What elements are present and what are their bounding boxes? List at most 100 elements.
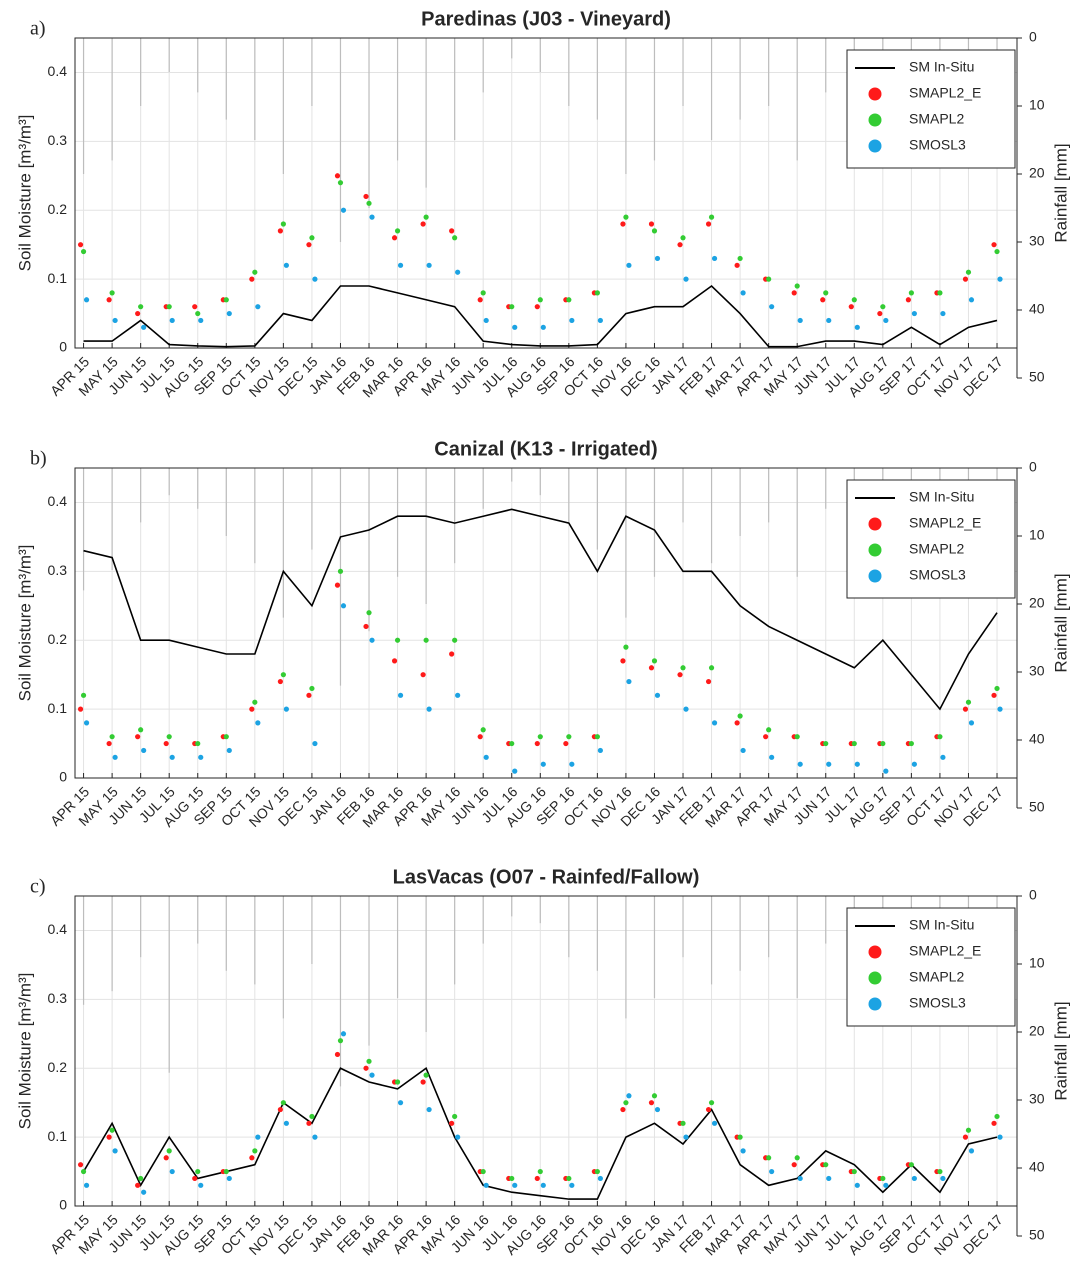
y-tick-label: 0.3 [48, 562, 68, 578]
sm-point [683, 1134, 689, 1140]
sm-point [252, 1148, 258, 1154]
y-axis-label: Soil Moisture [m³/m³] [15, 115, 34, 272]
sm-point [594, 734, 600, 740]
sm-point [766, 1155, 772, 1161]
legend-swatch [868, 569, 882, 583]
sm-point [109, 734, 115, 740]
sm-point [169, 317, 175, 324]
sm-point [280, 1100, 286, 1106]
sm-point [937, 1168, 943, 1175]
sm-point [195, 1168, 201, 1175]
sm-point [141, 1189, 147, 1195]
sm-point [363, 1065, 369, 1071]
sm-point [997, 276, 1003, 282]
sm-point [83, 297, 90, 303]
sm-point [908, 1162, 914, 1168]
sm-point [477, 297, 483, 303]
sm-point [794, 734, 800, 740]
sm-point [449, 228, 455, 234]
sm-point [711, 720, 718, 726]
sm-point [309, 235, 315, 241]
sm-point [740, 290, 746, 296]
sm-point [766, 276, 772, 282]
sm-point [309, 1113, 315, 1120]
sm-point [77, 1162, 84, 1168]
sm-point [880, 304, 886, 310]
sm-point [826, 1175, 832, 1182]
sm-point [483, 317, 489, 324]
sm-point [512, 324, 518, 330]
sm-point [452, 637, 458, 643]
sm-point [626, 678, 632, 685]
sm-point [483, 754, 489, 760]
sm-point [283, 706, 289, 712]
legend-swatch [868, 139, 882, 153]
sm-point [708, 214, 715, 220]
sm-point [252, 699, 258, 705]
y2-tick-label: 10 [1029, 97, 1045, 113]
sm-point [705, 221, 712, 227]
sm-point [397, 692, 404, 698]
sm-point [848, 304, 854, 310]
sm-point [337, 180, 344, 186]
y-tick-label: 0.3 [48, 990, 68, 1006]
sm-point [769, 1168, 775, 1175]
sm-point [763, 734, 769, 740]
sm-point [226, 310, 232, 317]
sm-point [112, 754, 118, 760]
sm-point [540, 761, 546, 767]
sm-point [112, 317, 118, 324]
chart-title: Canizal (K13 - Irrigated) [434, 438, 657, 460]
sm-point [680, 665, 686, 671]
sm-point [334, 173, 341, 179]
sm-point [169, 754, 175, 760]
legend-label: SM In-Situ [909, 917, 974, 933]
sm-point [965, 699, 972, 705]
y-axis-label: Soil Moisture [m³/m³] [15, 545, 34, 702]
y-tick-label: 0.1 [48, 700, 68, 716]
sm-point [283, 1120, 289, 1126]
sm-point [477, 734, 483, 740]
sm-point [880, 1175, 886, 1182]
sm-point [312, 276, 318, 282]
sm-point [937, 290, 943, 296]
sm-point [226, 747, 232, 754]
y2-tick-label: 40 [1029, 1159, 1045, 1175]
sm-point [195, 740, 201, 747]
sm-point [198, 1182, 204, 1188]
sm-point [654, 255, 661, 262]
sm-point [534, 304, 540, 310]
sm-line [83, 508, 998, 711]
y2-tick-label: 30 [1029, 233, 1045, 249]
sm-point [249, 1155, 255, 1161]
sm-point [138, 727, 144, 733]
y-tick-label: 0.4 [48, 493, 68, 509]
sm-point [734, 720, 740, 726]
sm-point [163, 1155, 169, 1161]
sm-point [620, 658, 626, 664]
sm-point [280, 672, 286, 678]
sm-point [394, 228, 401, 234]
sm-point [740, 747, 746, 754]
sm-point [135, 734, 141, 740]
sm-point [192, 304, 198, 310]
sm-point [823, 290, 829, 296]
sm-point [277, 678, 283, 685]
legend-swatch [868, 517, 882, 531]
sm-point [423, 214, 429, 220]
sm-point [626, 262, 632, 268]
sm-point [711, 255, 718, 262]
sm-point [797, 761, 803, 767]
sm-point [651, 658, 658, 664]
sm-point [623, 1100, 629, 1106]
sm-point [594, 290, 600, 296]
sm-point [708, 1100, 715, 1106]
sm-point [255, 1134, 261, 1140]
sm-point [968, 720, 975, 726]
sm-point [965, 1127, 972, 1133]
sm-point [991, 692, 997, 698]
sm-point [823, 1162, 829, 1168]
sm-point [962, 1134, 969, 1140]
legend-swatch [868, 971, 882, 985]
sm-point [620, 1106, 626, 1113]
